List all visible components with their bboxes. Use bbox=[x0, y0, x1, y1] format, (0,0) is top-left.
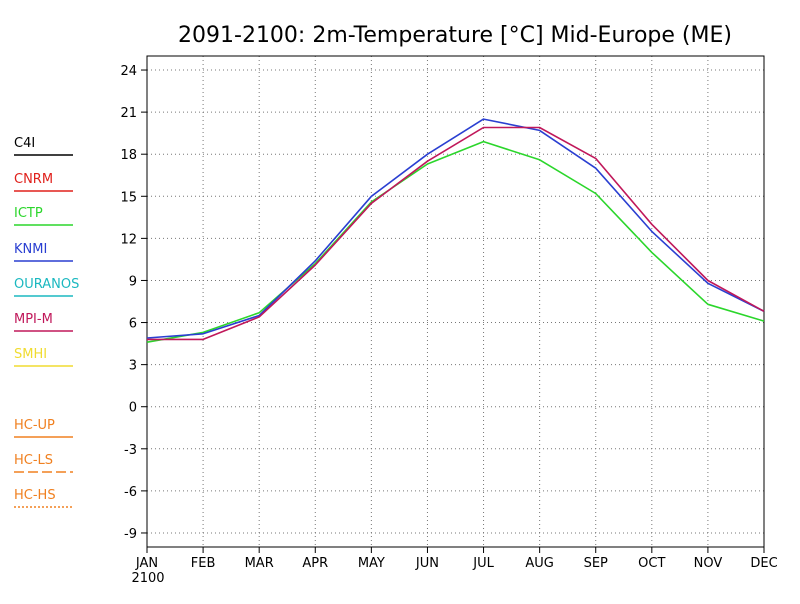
legend-label: CNRM bbox=[14, 172, 53, 187]
x-tick-label: OCT bbox=[638, 556, 665, 571]
legend-label: HC-UP bbox=[14, 418, 55, 433]
y-tick-label: -6 bbox=[124, 485, 137, 500]
x-year-label: 2100 bbox=[131, 571, 164, 586]
series-line-mpi-m bbox=[147, 126, 765, 341]
legend-item-c4i: C4I bbox=[14, 136, 73, 156]
legend-item-hc-up: HC-UP bbox=[14, 418, 73, 438]
y-tick-label: 9 bbox=[129, 274, 137, 289]
legend-item-smhi: SMHI bbox=[14, 347, 73, 367]
legend-label: KNMI bbox=[14, 242, 47, 257]
x-tick-label: MAY bbox=[358, 556, 385, 571]
legend-label: C4I bbox=[14, 136, 35, 151]
series-line-knmi bbox=[146, 118, 765, 339]
legend-item-ouranos: OURANOS bbox=[14, 277, 79, 297]
y-tick-label: 0 bbox=[129, 401, 137, 416]
x-tick-label: SEP bbox=[584, 556, 608, 571]
y-tick-label: 6 bbox=[129, 317, 137, 332]
legend-label: OURANOS bbox=[14, 277, 79, 292]
x-tick-label: JAN bbox=[135, 556, 158, 571]
legend: C4I CNRM ICTP KNMI OURANOS MPI-M SMHI HC-UP HC-L… bbox=[14, 136, 79, 508]
y-tick-label: 21 bbox=[120, 106, 137, 121]
series-line-ictp bbox=[146, 140, 765, 343]
legend-item-hc-ls: HC-LS bbox=[14, 453, 73, 473]
x-tick-label: FEB bbox=[191, 556, 216, 571]
legend-item-knmi: KNMI bbox=[14, 242, 73, 262]
plot-frame bbox=[146, 55, 765, 548]
x-tick-label: JUN bbox=[415, 556, 439, 571]
chart-title: 2091-2100: 2m-Temperature [°C] Mid-Europ… bbox=[178, 23, 732, 48]
legend-label: ICTP bbox=[14, 206, 43, 221]
y-tick-label: 12 bbox=[120, 232, 137, 247]
legend-label: MPI-M bbox=[14, 312, 53, 327]
x-tick-label: APR bbox=[302, 556, 328, 571]
y-tick-label: 18 bbox=[120, 148, 137, 163]
x-tick-label: AUG bbox=[525, 556, 553, 571]
legend-label: HC-HS bbox=[14, 488, 56, 503]
x-tick-label: JUL bbox=[472, 556, 494, 571]
y-tick-label: -9 bbox=[124, 527, 137, 542]
x-tick-label: DEC bbox=[750, 556, 777, 571]
legend-item-ictp: ICTP bbox=[14, 206, 73, 226]
axes: -9 -6 -3 0 3 6 9 12 15 18 21 24 JAN FEB MAR APR MAY JUN JU… bbox=[120, 55, 778, 571]
y-tick-label: 3 bbox=[129, 359, 137, 374]
series-lines bbox=[146, 118, 765, 343]
x-tick-label: MAR bbox=[245, 556, 274, 571]
legend-item-cnrm: CNRM bbox=[14, 172, 73, 192]
legend-label: SMHI bbox=[14, 347, 47, 362]
y-tick-label: 24 bbox=[120, 64, 137, 79]
legend-item-mpi-m: MPI-M bbox=[14, 312, 73, 332]
x-tick-label: NOV bbox=[694, 556, 723, 571]
y-tick-label: 15 bbox=[120, 190, 137, 205]
legend-label: HC-LS bbox=[14, 453, 53, 468]
y-tick-label: -3 bbox=[124, 443, 137, 458]
legend-item-hc-hs: HC-HS bbox=[14, 488, 73, 508]
grid bbox=[147, 56, 764, 547]
